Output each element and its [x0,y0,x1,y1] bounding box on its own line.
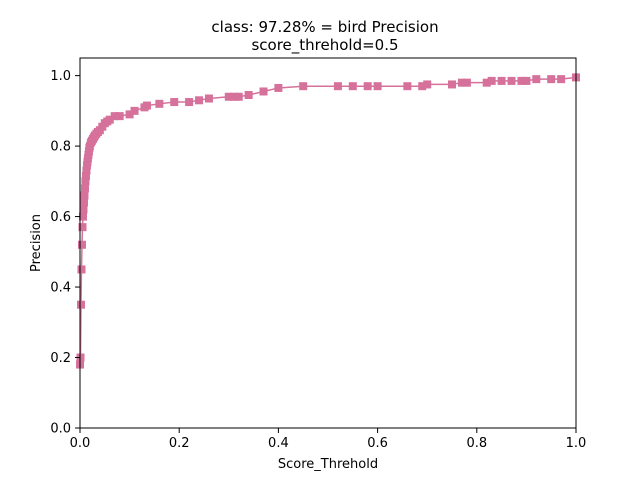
chart-subtitle: score_threhold=0.5 [251,36,398,55]
data-point [299,82,308,91]
plot-frame [79,57,577,429]
x-tick-label: 0.2 [169,436,190,451]
y-axis-label: Precision [29,214,44,272]
plot-layer [76,73,580,369]
data-point [204,94,213,103]
x-axis-label: Score_Threhold [278,457,378,472]
data-point [547,75,556,84]
data-point [77,240,86,249]
y-tick-label: 0.4 [50,281,71,296]
data-point [79,198,88,207]
y-tick-label: 0.2 [50,351,71,366]
x-tick-label: 0.8 [466,436,487,451]
y-tick-label: 1.0 [50,69,71,84]
data-point [80,184,89,193]
data-point [418,82,427,91]
y-axis: 0.0 0.2 0.4 0.6 0.8 1.0 [50,69,80,437]
data-point [557,75,566,84]
data-point [522,76,531,85]
data-point [195,96,204,105]
x-axis: 0.0 0.2 0.4 0.6 0.8 1.0 [70,428,587,451]
data-point [532,75,541,84]
data-point [448,80,456,89]
data-point [234,92,243,101]
data-point [115,112,124,121]
data-point [373,82,382,91]
data-point [110,112,119,121]
data-point [82,166,91,175]
data-point [81,172,90,181]
x-tick-label: 0.0 [70,436,91,451]
x-tick-label: 0.4 [268,436,289,451]
data-point [130,106,139,115]
data-point [76,300,85,309]
data-point [363,82,372,91]
data-point [482,78,491,87]
data-point [78,212,87,221]
data-point [457,78,466,87]
data-point [81,177,90,186]
data-point [77,265,86,274]
data-point [185,98,194,107]
data-point [78,223,87,232]
data-point [497,76,506,85]
data-point [155,99,164,108]
data-point [259,87,268,96]
data-point [348,82,357,91]
data-point [224,92,233,101]
x-tick-label: 0.6 [367,436,388,451]
data-point [462,78,471,87]
data-point [229,92,238,101]
data-point [80,191,89,200]
data-point [170,98,179,107]
data-point [507,76,516,85]
data-point [517,76,526,85]
x-tick-label: 1.0 [566,436,587,451]
data-point [244,91,253,99]
data-point [423,80,432,89]
y-tick-label: 0.8 [50,140,71,155]
data-point [487,76,496,85]
data-point [333,82,342,91]
data-point [403,82,412,91]
data-point [142,101,151,110]
y-tick-label: 0.6 [50,210,71,225]
y-tick-label: 0.0 [50,422,71,437]
data-point [105,115,114,124]
series-line [79,76,577,365]
data-point [274,83,283,92]
chart-title: class: 97.28% = bird Precision [211,18,438,36]
data-point [125,110,134,119]
data-point [79,205,88,214]
